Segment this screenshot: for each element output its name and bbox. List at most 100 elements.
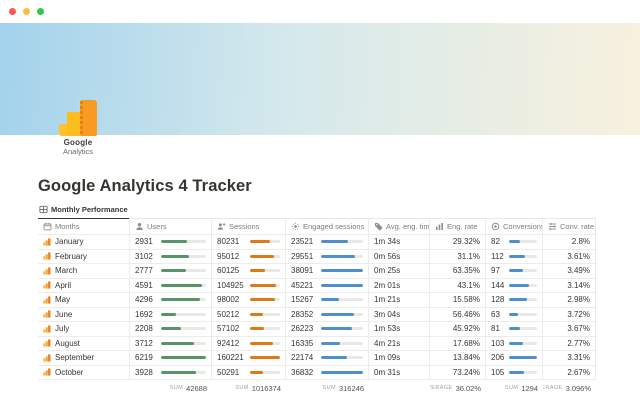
conversions-cell[interactable]: 206 xyxy=(486,351,543,366)
footer-conversions-sum[interactable]: SUM 1294 xyxy=(486,380,543,396)
users-cell[interactable]: 2777 xyxy=(130,264,212,279)
month-cell[interactable]: October xyxy=(38,365,130,380)
sessions-cell[interactable]: 50212 xyxy=(212,307,286,322)
month-cell[interactable]: August xyxy=(38,336,130,351)
engaged-cell[interactable]: 23521 xyxy=(286,235,369,250)
avg_time-cell[interactable]: 4m 21s xyxy=(369,336,430,351)
conversions-cell[interactable]: 144 xyxy=(486,278,543,293)
sessions-cell[interactable]: 57102 xyxy=(212,322,286,337)
eng_rate-cell[interactable]: 13.84% xyxy=(430,351,486,366)
month-cell[interactable]: May xyxy=(38,293,130,308)
column-header-sessions[interactable]: Sessions xyxy=(212,219,286,235)
conversions-cell[interactable]: 128 xyxy=(486,293,543,308)
eng_rate-cell[interactable]: 63.35% xyxy=(430,264,486,279)
users-cell[interactable]: 3712 xyxy=(130,336,212,351)
column-header-avg-eng-time[interactable]: Avg. eng. time xyxy=(369,219,430,235)
minimize-window-button[interactable] xyxy=(23,8,30,15)
conv_rate-cell[interactable]: 3.67% xyxy=(543,322,596,337)
avg_time-cell[interactable]: 0m 25s xyxy=(369,264,430,279)
conv_rate-cell[interactable]: 3.14% xyxy=(543,278,596,293)
column-header-months[interactable]: Months xyxy=(38,219,130,235)
footer-conv-rate-average[interactable]: AVERAGE 3.096% xyxy=(543,380,596,396)
eng_rate-cell[interactable]: 17.68% xyxy=(430,336,486,351)
page-title[interactable]: Google Analytics 4 Tracker xyxy=(38,177,252,195)
footer-users-sum[interactable]: SUM 42688 xyxy=(130,380,212,396)
engaged-cell[interactable]: 45221 xyxy=(286,278,369,293)
avg_time-cell[interactable]: 2m 01s xyxy=(369,278,430,293)
footer-eng-rate-average[interactable]: AVERAGE 36.02% xyxy=(430,380,486,396)
footer-engaged-sum[interactable]: SUM 316246 xyxy=(286,380,369,396)
engaged-cell[interactable]: 15267 xyxy=(286,293,369,308)
page-icon[interactable]: Google Analytics xyxy=(56,100,100,156)
sessions-cell[interactable]: 95012 xyxy=(212,249,286,264)
engaged-cell[interactable]: 38091 xyxy=(286,264,369,279)
sessions-cell[interactable]: 104925 xyxy=(212,278,286,293)
conv_rate-cell[interactable]: 3.61% xyxy=(543,249,596,264)
avg_time-cell[interactable]: 0m 56s xyxy=(369,249,430,264)
conversions-cell[interactable]: 81 xyxy=(486,322,543,337)
users-cell[interactable]: 4296 xyxy=(130,293,212,308)
sessions-cell[interactable]: 50291 xyxy=(212,365,286,380)
column-header-users[interactable]: Users xyxy=(130,219,212,235)
avg_time-cell[interactable]: 1m 21s xyxy=(369,293,430,308)
eng_rate-cell[interactable]: 15.58% xyxy=(430,293,486,308)
users-cell[interactable]: 4591 xyxy=(130,278,212,293)
conversions-cell[interactable]: 103 xyxy=(486,336,543,351)
month-cell[interactable]: July xyxy=(38,322,130,337)
conversions-cell[interactable]: 105 xyxy=(486,365,543,380)
users-cell[interactable]: 2931 xyxy=(130,235,212,250)
month-cell[interactable]: January xyxy=(38,235,130,250)
conv_rate-cell[interactable]: 2.98% xyxy=(543,293,596,308)
conversions-cell[interactable]: 97 xyxy=(486,264,543,279)
tab-monthly-performance[interactable]: Monthly Performance xyxy=(38,205,129,219)
engaged-cell[interactable]: 22174 xyxy=(286,351,369,366)
conversions-cell[interactable]: 63 xyxy=(486,307,543,322)
users-cell[interactable]: 3928 xyxy=(130,365,212,380)
users-cell[interactable]: 3102 xyxy=(130,249,212,264)
engaged-cell[interactable]: 29551 xyxy=(286,249,369,264)
sessions-cell[interactable]: 80231 xyxy=(212,235,286,250)
eng_rate-cell[interactable]: 31.1% xyxy=(430,249,486,264)
sessions-cell[interactable]: 160221 xyxy=(212,351,286,366)
engaged-cell[interactable]: 16335 xyxy=(286,336,369,351)
eng_rate-cell[interactable]: 43.1% xyxy=(430,278,486,293)
users-cell[interactable]: 2208 xyxy=(130,322,212,337)
avg_time-cell[interactable]: 1m 09s xyxy=(369,351,430,366)
conv_rate-cell[interactable]: 2.67% xyxy=(543,365,596,380)
conv_rate-cell[interactable]: 3.72% xyxy=(543,307,596,322)
engaged-cell[interactable]: 26223 xyxy=(286,322,369,337)
conv_rate-cell[interactable]: 2.8% xyxy=(543,235,596,250)
month-cell[interactable]: March xyxy=(38,264,130,279)
conv_rate-cell[interactable]: 3.49% xyxy=(543,264,596,279)
users-cell[interactable]: 6219 xyxy=(130,351,212,366)
column-header-conversions[interactable]: Conversions xyxy=(486,219,543,235)
avg_time-cell[interactable]: 1m 53s xyxy=(369,322,430,337)
sessions-cell[interactable]: 60125 xyxy=(212,264,286,279)
users-cell[interactable]: 1692 xyxy=(130,307,212,322)
sessions-cell[interactable]: 92412 xyxy=(212,336,286,351)
conversions-cell[interactable]: 82 xyxy=(486,235,543,250)
conv_rate-cell[interactable]: 3.31% xyxy=(543,351,596,366)
footer-sessions-sum[interactable]: SUM 1016374 xyxy=(212,380,286,396)
conv_rate-cell[interactable]: 2.77% xyxy=(543,336,596,351)
eng_rate-cell[interactable]: 73.24% xyxy=(430,365,486,380)
avg_time-cell[interactable]: 1m 34s xyxy=(369,235,430,250)
month-cell[interactable]: April xyxy=(38,278,130,293)
column-header-eng-rate[interactable]: Eng. rate xyxy=(430,219,486,235)
eng_rate-cell[interactable]: 45.92% xyxy=(430,322,486,337)
column-header-conv-rate[interactable]: Conv. rate xyxy=(543,219,596,235)
avg_time-cell[interactable]: 3m 04s xyxy=(369,307,430,322)
month-cell[interactable]: September xyxy=(38,351,130,366)
page-cover-image[interactable] xyxy=(0,23,640,135)
zoom-window-button[interactable] xyxy=(37,8,44,15)
column-header-engaged-sessions[interactable]: Engaged sessions xyxy=(286,219,369,235)
close-window-button[interactable] xyxy=(9,8,16,15)
eng_rate-cell[interactable]: 56.46% xyxy=(430,307,486,322)
month-cell[interactable]: June xyxy=(38,307,130,322)
avg_time-cell[interactable]: 0m 31s xyxy=(369,365,430,380)
sessions-cell[interactable]: 98002 xyxy=(212,293,286,308)
engaged-cell[interactable]: 36832 xyxy=(286,365,369,380)
month-cell[interactable]: February xyxy=(38,249,130,264)
conversions-cell[interactable]: 112 xyxy=(486,249,543,264)
eng_rate-cell[interactable]: 29.32% xyxy=(430,235,486,250)
